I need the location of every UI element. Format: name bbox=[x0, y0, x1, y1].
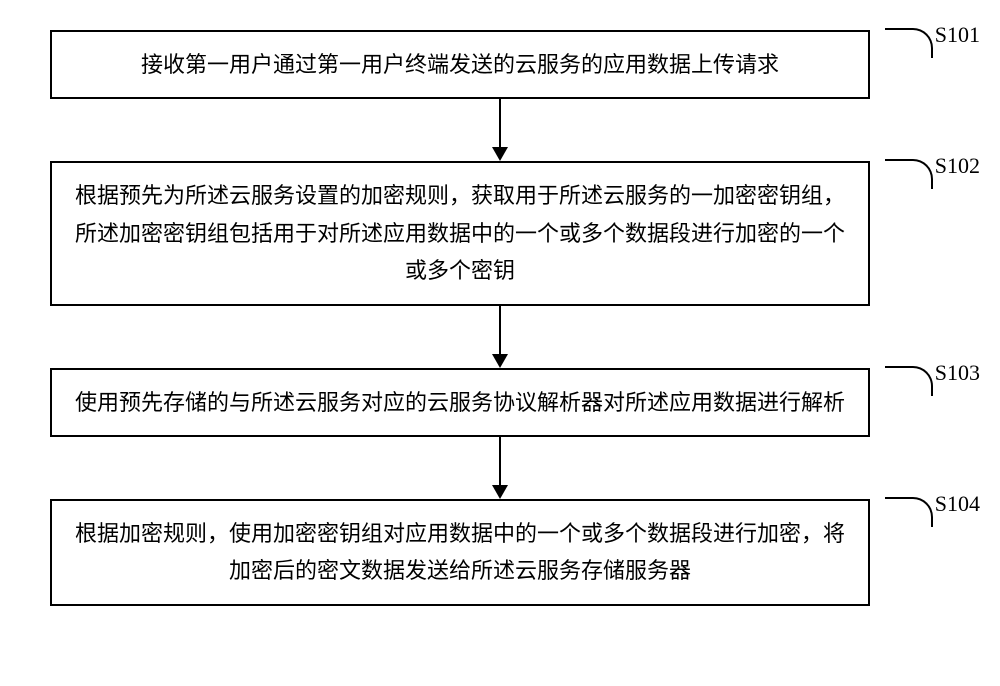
arrow-stem bbox=[499, 437, 501, 485]
step-label-connector: S103 bbox=[885, 360, 980, 396]
step-label-connector: S102 bbox=[885, 153, 980, 189]
arrow-down bbox=[492, 306, 508, 368]
step-box-s104: 根据加密规则，使用加密密钥组对应用数据中的一个或多个数据段进行加密，将加密后的密… bbox=[50, 499, 870, 606]
step-text: 根据加密规则，使用加密密钥组对应用数据中的一个或多个数据段进行加密，将加密后的密… bbox=[74, 515, 846, 590]
arrow-stem bbox=[499, 99, 501, 147]
curve-connector bbox=[885, 159, 933, 189]
step-id-label: S101 bbox=[935, 22, 980, 48]
step-box-s102: 根据预先为所述云服务设置的加密规则，获取用于所述云服务的一加密密钥组，所述加密密… bbox=[50, 161, 870, 305]
step-id-label: S104 bbox=[935, 491, 980, 517]
step-id-label: S103 bbox=[935, 360, 980, 386]
step-row-s101: 接收第一用户通过第一用户终端发送的云服务的应用数据上传请求 S101 bbox=[50, 30, 950, 99]
step-label-connector: S104 bbox=[885, 491, 980, 527]
arrow-head-icon bbox=[492, 147, 508, 161]
curve-connector bbox=[885, 28, 933, 58]
step-row-s104: 根据加密规则，使用加密密钥组对应用数据中的一个或多个数据段进行加密，将加密后的密… bbox=[50, 499, 950, 606]
arrow-down bbox=[492, 437, 508, 499]
step-row-s102: 根据预先为所述云服务设置的加密规则，获取用于所述云服务的一加密密钥组，所述加密密… bbox=[50, 161, 950, 305]
step-box-s103: 使用预先存储的与所述云服务对应的云服务协议解析器对所述应用数据进行解析 bbox=[50, 368, 870, 437]
flowchart-container: 接收第一用户通过第一用户终端发送的云服务的应用数据上传请求 S101 根据预先为… bbox=[50, 30, 950, 606]
step-label-connector: S101 bbox=[885, 22, 980, 58]
step-text: 使用预先存储的与所述云服务对应的云服务协议解析器对所述应用数据进行解析 bbox=[75, 384, 845, 421]
curve-connector bbox=[885, 366, 933, 396]
step-row-s103: 使用预先存储的与所述云服务对应的云服务协议解析器对所述应用数据进行解析 S103 bbox=[50, 368, 950, 437]
arrow-head-icon bbox=[492, 485, 508, 499]
step-id-label: S102 bbox=[935, 153, 980, 179]
step-text: 接收第一用户通过第一用户终端发送的云服务的应用数据上传请求 bbox=[141, 46, 779, 83]
step-text: 根据预先为所述云服务设置的加密规则，获取用于所述云服务的一加密密钥组，所述加密密… bbox=[74, 177, 846, 289]
step-box-s101: 接收第一用户通过第一用户终端发送的云服务的应用数据上传请求 bbox=[50, 30, 870, 99]
arrow-head-icon bbox=[492, 354, 508, 368]
curve-connector bbox=[885, 497, 933, 527]
arrow-stem bbox=[499, 306, 501, 354]
arrow-down bbox=[492, 99, 508, 161]
